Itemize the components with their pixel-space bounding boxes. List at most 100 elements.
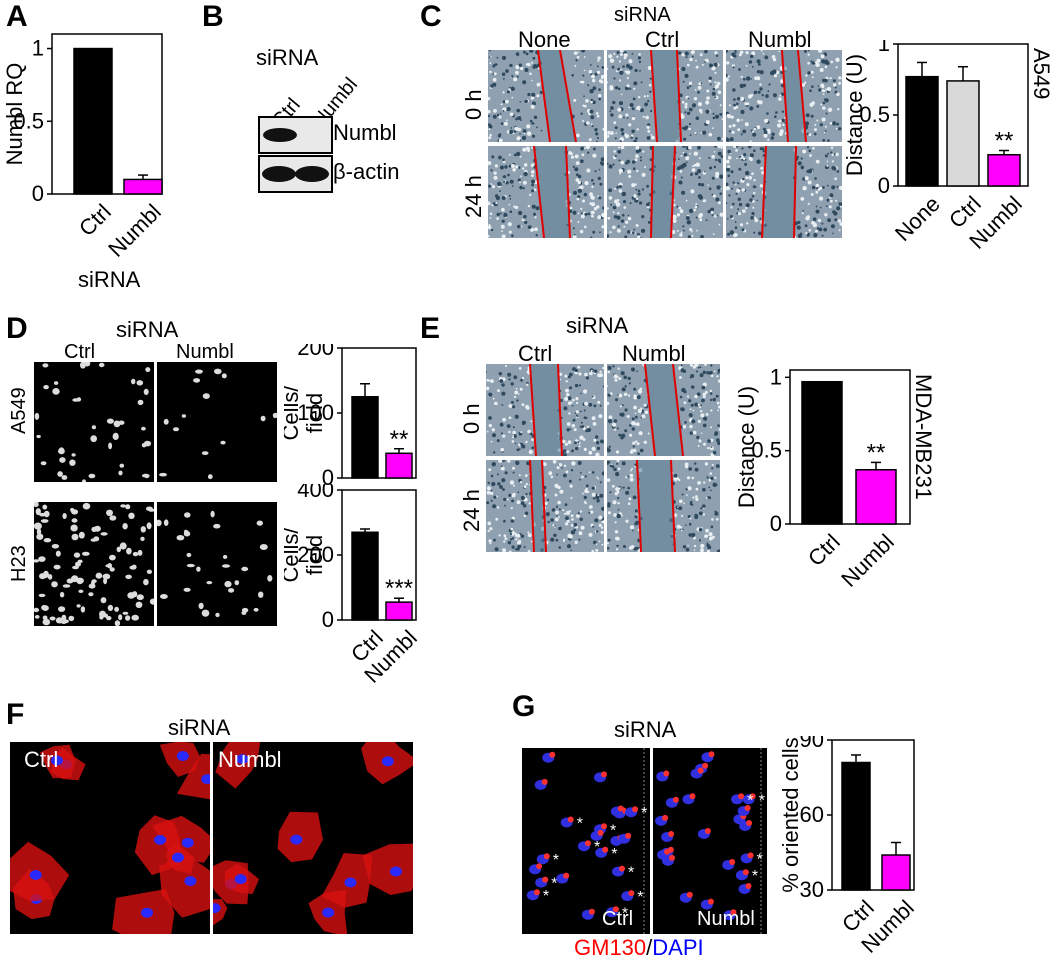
y-axis-label: % oriented cells xyxy=(778,737,803,892)
svg-text:*: * xyxy=(543,888,549,905)
scratch-image-none-24h xyxy=(488,146,604,238)
svg-text:*: * xyxy=(594,839,600,856)
x-tick-label: None xyxy=(890,191,945,246)
y-axis-label: Distance (U) xyxy=(734,386,759,508)
panel-c-row-24h: 24 h xyxy=(461,175,486,218)
scratch-image-e-ctrl-0h xyxy=(486,364,604,456)
golgi-image-ctrl: ************ xyxy=(522,748,650,934)
panel-g-col-ctrl: Ctrl xyxy=(602,908,634,930)
y-axis-label: Distance (U) xyxy=(842,54,867,176)
panel-d-group: siRNA xyxy=(116,317,179,342)
panel-g-group: siRNA xyxy=(614,717,677,742)
x-tick-label: Numbl xyxy=(103,199,166,262)
blot-band-numbl-label: Numbl xyxy=(333,120,397,145)
y-tick-label: 0.5 xyxy=(13,108,44,133)
bar-ctrl xyxy=(351,531,379,621)
scratch-image-none-0h xyxy=(488,50,604,142)
y-tick-label: 0 xyxy=(878,173,890,198)
bar-numbl xyxy=(987,154,1021,187)
scratch-image-e-numbl-0h xyxy=(607,364,720,456)
y-tick-label: 60 xyxy=(800,802,824,827)
y-tick-label: 400 xyxy=(297,484,334,502)
x-tick-label: Ctrl xyxy=(74,199,116,241)
panel-c-row-0h: 0 h xyxy=(461,89,486,120)
svg-text:*: * xyxy=(622,905,628,922)
panel-d-col-numbl: Numbl xyxy=(176,341,234,363)
panel-label-b: B xyxy=(202,0,224,33)
bar-ctrl xyxy=(73,47,113,195)
y-tick-label: 0 xyxy=(322,465,334,486)
y-axis-label: Numbl RQ xyxy=(2,63,27,166)
svg-text:*: * xyxy=(610,822,616,839)
panel-label-a: A xyxy=(6,0,28,33)
panel-label-d: D xyxy=(6,312,28,345)
bar-ctrl xyxy=(801,380,843,525)
bar-numbl xyxy=(123,178,163,195)
svg-text:*: * xyxy=(637,889,643,906)
svg-text:*: * xyxy=(759,792,765,809)
panel-e-row-0h: 0 h xyxy=(459,403,484,434)
scratch-image-e-numbl-24h xyxy=(607,460,720,552)
y-tick-label: 30 xyxy=(800,877,824,902)
transwell-image-h23-ctrl xyxy=(34,502,154,626)
y-tick-label: 0 xyxy=(770,511,782,536)
scratch-image-numbl-0h xyxy=(726,50,842,142)
significance-mark: ** xyxy=(867,439,886,466)
bar-numbl xyxy=(881,854,911,891)
scratch-image-ctrl-0h xyxy=(607,50,723,142)
x-tick-label: Ctrl xyxy=(803,529,845,571)
panel-d-row-a549: A549 xyxy=(8,387,30,434)
blot-group-label: siRNA xyxy=(256,45,319,70)
transwell-image-a549-ctrl xyxy=(34,362,154,482)
panel-e-row-24h: 24 h xyxy=(459,489,484,532)
svg-text:*: * xyxy=(747,792,753,809)
panel-c-col-ctrl: Ctrl xyxy=(645,27,680,52)
plot-frame xyxy=(789,369,911,525)
y-tick-label: 1 xyxy=(32,36,44,61)
stain-gm130: GM130 xyxy=(574,935,647,960)
y-tick-label: 200 xyxy=(297,542,334,567)
svg-text:*: * xyxy=(577,816,583,833)
significance-mark: ** xyxy=(390,426,409,453)
y-axis-label: Cells/ xyxy=(284,527,303,583)
y-tick-label: 1 xyxy=(770,364,782,389)
golgi-image-numbl: * * * * xyxy=(653,748,767,934)
bar-ctrl xyxy=(946,80,980,187)
panel-label-f: F xyxy=(6,698,25,731)
svg-text:*: * xyxy=(757,851,763,868)
blot-band-actin-label: β-actin xyxy=(333,159,400,184)
y-axis-label: Cells/ xyxy=(284,385,303,441)
x-tick-label: Numbl xyxy=(836,529,899,592)
panel-d-row-h23: H23 xyxy=(8,545,30,582)
panel-e-group: siRNA xyxy=(566,313,629,338)
bar-numbl xyxy=(385,452,413,479)
y-tick-label: 90 xyxy=(800,736,824,752)
chart-e: 0 0.5 1 Ctrl ** Numbl Distance (U) MDA-MB231 xyxy=(734,364,936,592)
y-tick-label: 0.5 xyxy=(751,438,782,463)
panel-c-col-none: None xyxy=(518,27,571,52)
panel-g-stain-legend: GM130/DAPI xyxy=(574,936,704,960)
y-tick-label: 100 xyxy=(297,400,334,425)
blot-actin xyxy=(258,155,333,193)
phalloidin-image-ctrl xyxy=(10,742,210,934)
bar-none xyxy=(905,75,939,187)
stain-separator: / xyxy=(646,935,653,960)
svg-text:*: * xyxy=(628,865,634,882)
svg-text:*: * xyxy=(611,846,617,863)
bar-numbl xyxy=(385,601,413,621)
phalloidin-image-numbl xyxy=(213,742,413,934)
bar-ctrl xyxy=(841,761,871,891)
panel-f-col-numbl: Numbl xyxy=(218,747,282,772)
panel-e-col-ctrl: Ctrl xyxy=(518,341,553,366)
svg-text:*: * xyxy=(551,876,557,893)
panel-label-g: G xyxy=(512,690,536,723)
svg-text:*: * xyxy=(641,805,647,822)
blot-numbl xyxy=(258,116,333,154)
scratch-image-e-ctrl-24h xyxy=(486,460,604,552)
panel-d-col-ctrl: Ctrl xyxy=(64,341,96,363)
scratch-image-numbl-24h xyxy=(726,146,842,238)
stain-dapi: DAPI xyxy=(652,935,704,960)
